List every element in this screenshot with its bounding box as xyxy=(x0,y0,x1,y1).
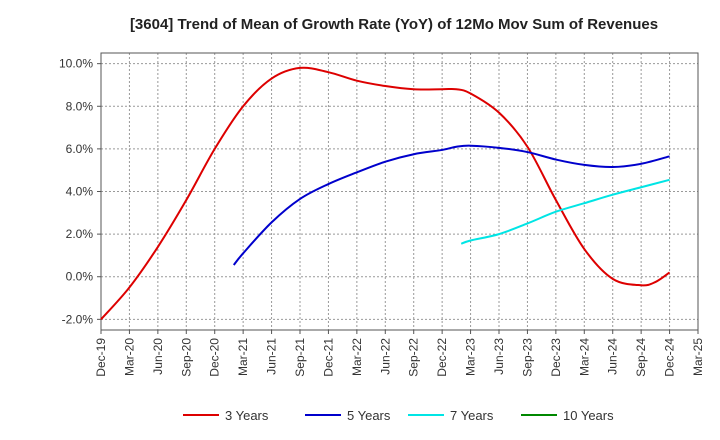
x-tick-label: Sep-21 xyxy=(293,338,307,377)
series-lines xyxy=(100,66,671,321)
x-tick-label: Mar-23 xyxy=(464,338,478,376)
legend-label: 3 Years xyxy=(225,408,269,423)
legend-label: 5 Years xyxy=(347,408,391,423)
y-tick-label: 8.0% xyxy=(66,99,94,113)
x-tick-label: Sep-20 xyxy=(179,338,193,377)
legend-label: 7 Years xyxy=(450,408,494,423)
chart-title: [3604] Trend of Mean of Growth Rate (YoY… xyxy=(130,16,658,33)
x-tick-label: Mar-24 xyxy=(577,338,591,376)
legend-item-5-years[interactable]: 5 Years xyxy=(305,408,391,423)
x-tick-label: Dec-20 xyxy=(208,338,222,377)
series-line-7-years xyxy=(460,178,670,245)
x-tick-label: Jun-23 xyxy=(492,338,506,375)
legend-item-10-years[interactable]: 10 Years xyxy=(521,408,614,423)
y-tick-label: 10.0% xyxy=(59,57,93,71)
x-tick-label: Dec-22 xyxy=(435,338,449,377)
grid xyxy=(100,53,699,330)
x-tick-label: Mar-21 xyxy=(236,338,250,376)
legend-label: 10 Years xyxy=(563,408,614,423)
x-tick-label: Mar-25 xyxy=(691,338,705,376)
x-axis: Dec-19 Mar-20 Jun-20 Sep-20 Dec-20 Mar-21 Jun-… xyxy=(94,330,705,377)
legend-item-3-years[interactable]: 3 Years xyxy=(183,408,269,423)
y-axis: -2.0% 0.0% 2.0% 4.0% 6.0% 8.0% 10.0% xyxy=(59,57,101,326)
y-tick-label: 0.0% xyxy=(66,270,94,284)
x-tick-label: Sep-23 xyxy=(520,338,534,377)
x-tick-label: Mar-20 xyxy=(122,338,136,376)
x-tick-label: Dec-24 xyxy=(663,338,677,377)
x-tick-label: Dec-21 xyxy=(321,338,335,377)
y-tick-label: 4.0% xyxy=(66,185,94,199)
series-line-3-years xyxy=(100,66,671,321)
x-tick-label: Jun-21 xyxy=(265,338,279,375)
legend-item-7-years[interactable]: 7 Years xyxy=(408,408,494,423)
x-tick-label: Jun-24 xyxy=(606,338,620,375)
x-tick-label: Jun-20 xyxy=(151,338,165,375)
y-tick-label: 6.0% xyxy=(66,142,94,156)
y-tick-label: 2.0% xyxy=(66,227,94,241)
legend[interactable]: 3 Years 5 Years 7 Years 10 Years xyxy=(183,408,614,423)
x-tick-label: Mar-22 xyxy=(350,338,364,376)
y-tick-label: -2.0% xyxy=(62,312,94,326)
series-line-5-years xyxy=(232,144,670,266)
x-tick-label: Sep-22 xyxy=(407,338,421,377)
x-tick-label: Dec-19 xyxy=(94,338,108,377)
x-tick-label: Dec-23 xyxy=(549,338,563,377)
x-tick-label: Sep-24 xyxy=(634,338,648,377)
x-tick-label: Jun-22 xyxy=(378,338,392,375)
